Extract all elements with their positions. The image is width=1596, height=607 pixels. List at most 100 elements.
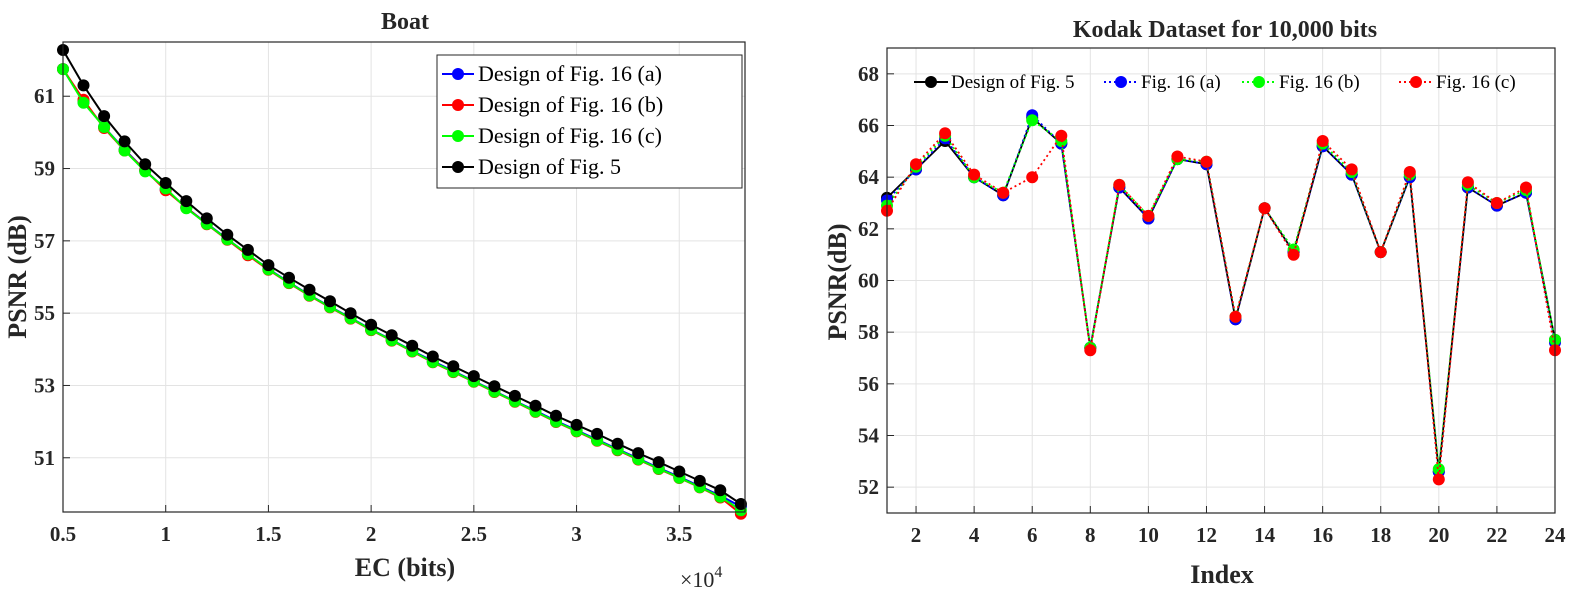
x-tick-label: 2 [366, 522, 377, 546]
x-tick-label: 12 [1196, 523, 1217, 547]
x-tick-label: 3 [571, 522, 582, 546]
y-tick-label: 51 [34, 446, 55, 470]
data-point [652, 456, 665, 469]
legend-marker [452, 99, 464, 111]
chart-title: Boat [381, 9, 429, 35]
chart-title: Kodak Dataset for 10,000 bits [1073, 17, 1377, 43]
x-tick-label: 8 [1085, 523, 1096, 547]
x-tick-label: 18 [1370, 523, 1391, 547]
data-point [1316, 135, 1329, 147]
x-tick-label: 24 [1545, 523, 1567, 547]
data-point [1084, 344, 1097, 357]
y-tick-label: 59 [34, 157, 55, 181]
data-point [365, 318, 378, 331]
data-point [591, 427, 604, 440]
plot-frame [62, 41, 746, 513]
x-tick-label: 2 [911, 523, 922, 547]
data-point [180, 195, 193, 208]
y-tick-label: 62 [858, 217, 879, 241]
data-point [303, 283, 316, 296]
data-point [139, 158, 152, 171]
data-point [200, 212, 213, 225]
data-point [426, 350, 439, 363]
data-point [118, 144, 131, 157]
data-point [1490, 197, 1503, 209]
data-point [241, 243, 254, 256]
legend-marker [452, 161, 464, 173]
y-tick-label: 58 [858, 320, 879, 344]
series-3 [57, 44, 747, 510]
y-axis-label: PSNR(dB) [823, 223, 852, 340]
legend: Design of Fig. 5 Fig. 16 (a) Fig. 16 (b) Fi… [914, 72, 1516, 93]
data-point [529, 399, 542, 412]
legend-box [436, 54, 743, 189]
y-tick-label: 64 [858, 165, 880, 189]
data-point [550, 409, 562, 422]
kodak-chart: Kodak Dataset for 10,000 bits 2 4 6 8 10 12 14… [823, 17, 1566, 589]
tick-labels: 0.5 1 1.5 2 2.5 3 3.5 51 53 55 57 59 61 [34, 84, 692, 546]
legend-label: Design of Fig. 5 [951, 72, 1075, 93]
y-tick-label: 68 [858, 62, 879, 86]
x-axis-label: EC (bits) [355, 553, 455, 582]
data-point [406, 339, 419, 352]
data-point [262, 259, 275, 272]
legend-label: Design of Fig. 16 (c) [478, 123, 662, 148]
y-tick-label: 53 [34, 373, 55, 397]
data-point [693, 474, 706, 487]
data-point [283, 271, 295, 284]
y-tick-label: 52 [858, 475, 879, 499]
legend-label: Design of Fig. 5 [478, 154, 621, 179]
data-point [1055, 129, 1068, 142]
x-tick-label: 10 [1138, 523, 1159, 547]
data-point [467, 370, 480, 383]
legend-label: Design of Fig. 16 (a) [478, 61, 662, 86]
data-point [324, 295, 336, 308]
data-point [611, 437, 624, 450]
data-point [118, 135, 131, 148]
data-point [1432, 463, 1445, 476]
series-lines [881, 109, 1561, 486]
data-point [344, 307, 357, 320]
boat-chart: Boat 0.5 1 1.5 2 2.5 3 3.5 51 53 55 57 59 61 EC (bit… [3, 9, 747, 592]
data-point [98, 110, 111, 123]
data-point [714, 484, 727, 497]
data-point [1403, 166, 1416, 178]
data-point [632, 447, 645, 460]
legend-marker [452, 130, 464, 142]
data-point [508, 389, 521, 402]
x-tick-label: 14 [1254, 523, 1276, 547]
data-point [968, 168, 981, 181]
x-multiplier: ×104 [680, 564, 722, 592]
legend: Design of Fig. 16 (a) Design of Fig. 16 (… [436, 54, 743, 189]
data-point [1258, 202, 1271, 215]
series-lines [57, 44, 747, 520]
data-point [1142, 209, 1155, 222]
data-point [1229, 310, 1242, 323]
x-tick-label: 3.5 [666, 522, 692, 546]
x-tick-label: 22 [1486, 523, 1507, 547]
legend-label: Fig. 16 (a) [1141, 72, 1221, 93]
y-tick-label: 56 [858, 372, 879, 396]
data-point [221, 228, 234, 241]
grid [62, 42, 745, 512]
legend-label: Fig. 16 (b) [1279, 72, 1360, 93]
series-line [62, 49, 742, 505]
x-tick-label: 16 [1312, 523, 1333, 547]
data-point [1374, 246, 1387, 259]
x-tick-label: 6 [1027, 523, 1038, 547]
data-point [1200, 155, 1213, 168]
legend-marker [1115, 76, 1127, 88]
data-point [939, 127, 952, 140]
legend-label: Fig. 16 (c) [1436, 72, 1516, 93]
data-point [1171, 150, 1184, 163]
y-tick-label: 55 [34, 301, 55, 325]
data-point [1432, 473, 1445, 486]
y-tick-label: 66 [858, 114, 879, 138]
x-axis-label: Index [1190, 560, 1254, 589]
data-point [1026, 171, 1039, 184]
data-point [910, 158, 922, 171]
data-point [77, 96, 90, 109]
y-tick-label: 54 [858, 424, 880, 448]
legend-marker [925, 76, 937, 88]
